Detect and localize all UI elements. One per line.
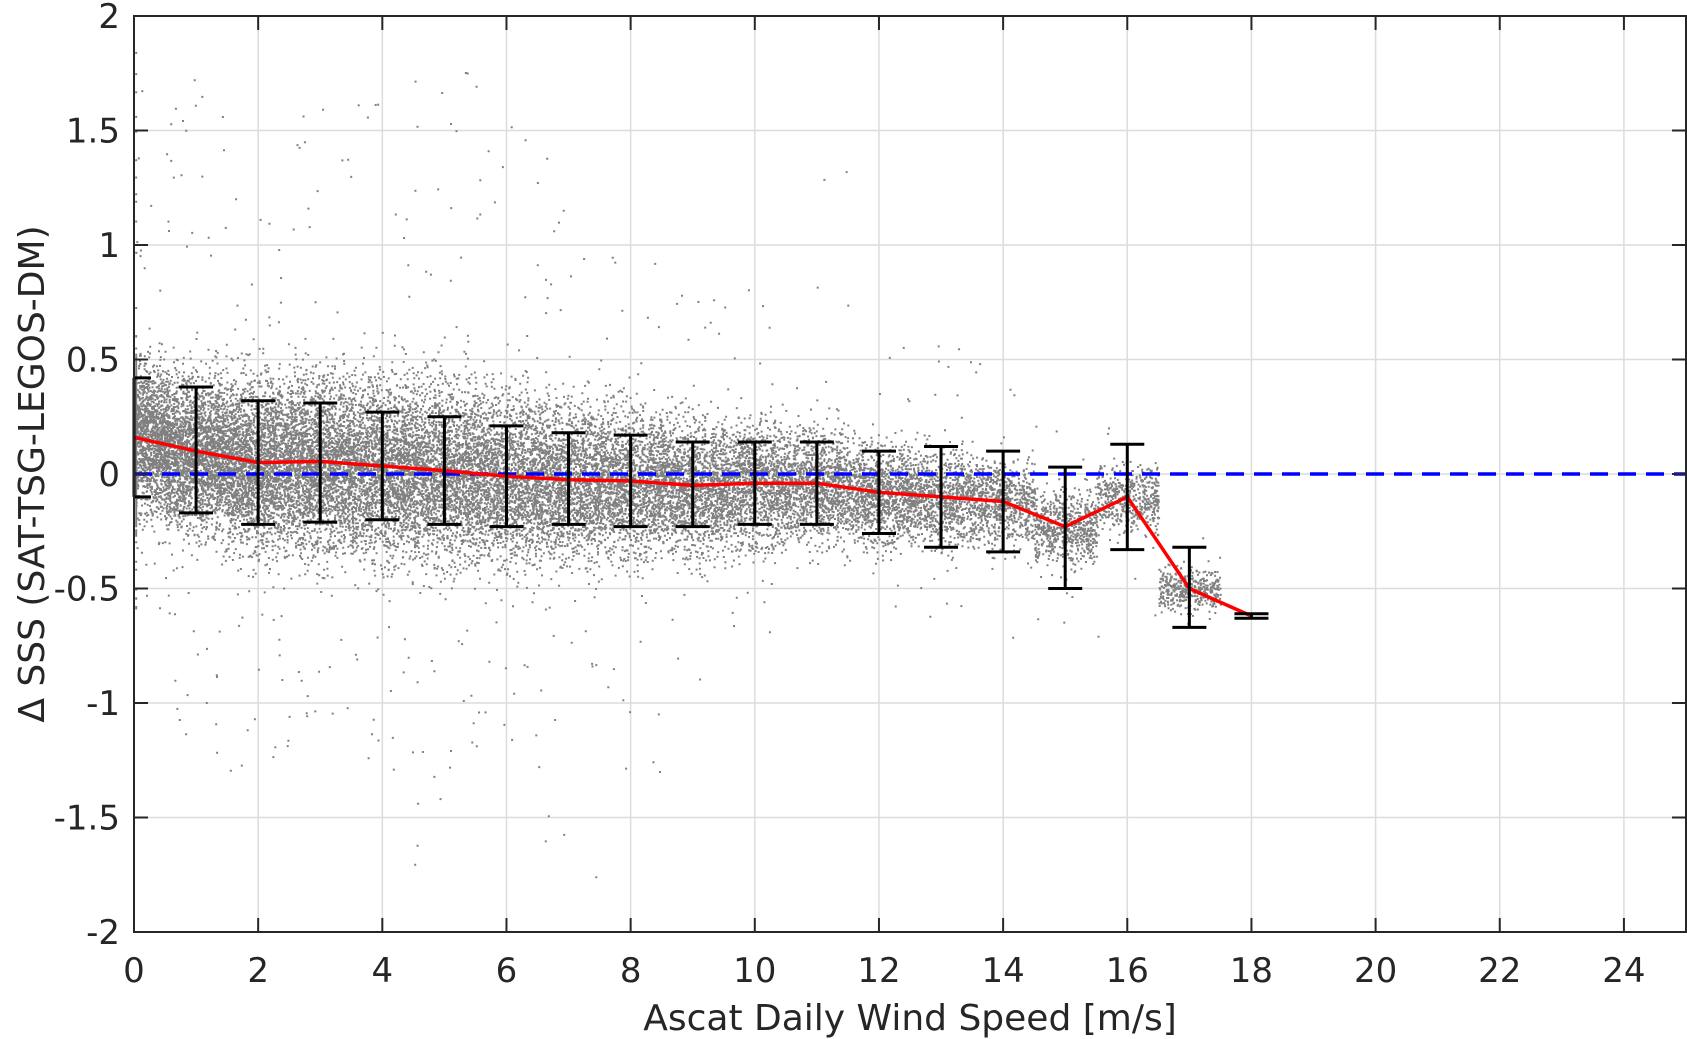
x-axis-label: Ascat Daily Wind Speed [m/s] — [643, 998, 1177, 1039]
x-tick-label: 12 — [857, 951, 900, 991]
x-tick-label: 22 — [1478, 951, 1521, 991]
error-bar — [179, 385, 214, 515]
x-tick-label: 18 — [1230, 951, 1273, 991]
y-tick-labels: -2 -1.5 -1 -0.5 0 0.5 1 1.5 2 — [54, 0, 120, 953]
y-tick-label: -1 — [86, 684, 120, 724]
error-bar — [489, 424, 524, 529]
error-bar — [861, 449, 896, 536]
y-tick-label: 0.5 — [66, 341, 120, 381]
x-tick-label: 8 — [620, 951, 642, 991]
y-tick-label: 1 — [98, 226, 120, 266]
error-bar — [241, 399, 276, 526]
x-tick-label: 2 — [247, 951, 269, 991]
error-bar — [799, 440, 834, 526]
x-tick-label: 10 — [733, 951, 776, 991]
error-bar — [1172, 545, 1207, 629]
y-tick-label: -2 — [86, 913, 120, 953]
x-tick-label: 6 — [496, 951, 518, 991]
error-bar — [427, 415, 462, 526]
error-bar — [1110, 442, 1145, 552]
x-tick-label: 14 — [981, 951, 1024, 991]
x-tick-label: 16 — [1106, 951, 1149, 991]
x-tick-labels: 0 2 4 6 8 10 12 14 16 18 20 22 24 — [123, 951, 1645, 991]
error-bar — [303, 401, 338, 524]
error-bar — [1048, 465, 1083, 590]
y-tick-label: 2 — [98, 0, 120, 37]
error-bar — [613, 433, 648, 529]
scatter-points — [135, 51, 1222, 879]
x-tick-label: 24 — [1602, 951, 1645, 991]
error-bar — [1234, 612, 1269, 620]
scatter-point-cloud — [135, 51, 1222, 879]
x-tick-label: 20 — [1354, 951, 1397, 991]
error-bar — [365, 410, 400, 522]
error-bar — [737, 440, 772, 526]
x-tick-label: 4 — [371, 951, 393, 991]
error-bar — [986, 449, 1021, 554]
y-axis-label: Δ SSS (SAT-TSG-LEGOS-DM) — [12, 225, 53, 722]
error-bar — [675, 440, 710, 529]
y-tick-label: -0.5 — [54, 570, 120, 610]
axes-frame — [133, 15, 1687, 933]
y-tick-label: 1.5 — [66, 112, 120, 152]
x-tick-label: 0 — [123, 951, 145, 991]
y-tick-label: 0 — [98, 455, 120, 495]
y-tick-label: -1.5 — [54, 799, 120, 839]
error-bar — [551, 431, 586, 526]
error-bar — [924, 445, 959, 549]
